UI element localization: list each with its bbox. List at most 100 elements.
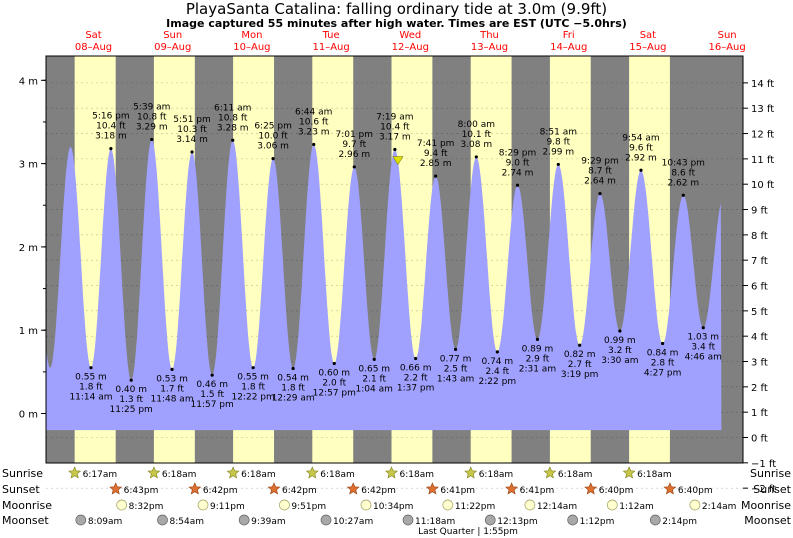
row-label-left: Sunset: [2, 483, 40, 496]
sunrise-icon: [226, 466, 240, 479]
high-tide-meters: 3.28 m: [217, 123, 249, 133]
moonset-icon: [320, 514, 332, 526]
right-axis-tick-label: 7 ft: [751, 256, 768, 267]
right-axis-tick-label: 2 ft: [751, 383, 768, 394]
moonset-icon: [157, 514, 168, 526]
sunrise-time: 6:18am: [320, 470, 355, 480]
row-label-right: Sunrise: [750, 467, 791, 480]
moon-phase-note: Last Quarter | 1:55pm: [418, 527, 518, 537]
day-of-week-label: Fri: [563, 30, 575, 41]
high-tide-point: [598, 191, 602, 196]
low-tide-feet: 1.8 ft: [241, 383, 265, 393]
low-tide-meters: 0.74 m: [481, 357, 513, 367]
date-label: 13–Aug: [471, 42, 508, 53]
moonrise-icon: [442, 499, 454, 511]
low-tide-point: [453, 347, 458, 351]
sunset-icon: [188, 482, 202, 495]
low-tide-point: [661, 341, 665, 346]
low-tide-point: [372, 357, 376, 361]
date-label: 08–Aug: [75, 42, 112, 53]
high-tide-meters: 2.64 m: [584, 177, 616, 187]
row-label-left: Moonset: [2, 514, 49, 527]
low-tide-feet: 2.5 ft: [444, 364, 468, 374]
sunrise-time: 6:18am: [637, 470, 672, 480]
moonset-time: 8:09am: [88, 517, 123, 527]
low-tide-meters: 0.89 m: [522, 344, 554, 354]
sunset-time: 6:40pm: [678, 486, 713, 496]
moonset-time: 2:14pm: [662, 517, 697, 527]
low-tide-time: 11:25 pm: [110, 405, 153, 415]
low-tide-point: [414, 356, 418, 361]
low-tide-time: 11:48 am: [151, 394, 194, 404]
day-of-week-label: Sun: [718, 30, 737, 41]
day-of-week-label: Sun: [163, 30, 182, 41]
right-axis-tick-label: 14 ft: [751, 79, 774, 90]
sun-moon-table: Sunrise Sunrise Sunset Sunset Moonrise Moonri…: [2, 466, 792, 537]
sunset-time: 6:40pm: [599, 486, 634, 496]
high-tide-time: 9:29 pm: [581, 157, 619, 167]
high-tide-point: [312, 142, 316, 147]
moonrise-time: 11:22pm: [455, 502, 495, 512]
high-tide-time: 7:41 pm: [417, 139, 455, 149]
low-tide-feet: 2.1 ft: [362, 374, 386, 384]
low-tide-meters: 0.40 m: [115, 385, 147, 395]
high-tide-point: [515, 183, 520, 187]
high-tide-meters: 2.85 m: [420, 159, 452, 169]
sunset-time: 6:41pm: [520, 486, 555, 496]
right-axis-tick-label: 13 ft: [751, 104, 774, 115]
chart-subtitle: Image captured 55 minutes after high wat…: [166, 17, 627, 30]
sunset-icon: [109, 482, 123, 495]
sunset-icon: [346, 482, 360, 495]
low-tide-point: [578, 343, 582, 347]
low-tide-feet: 3.4 ft: [691, 343, 715, 353]
sunrise-time: 6:17am: [83, 470, 118, 480]
low-tide-time: 4:46 am: [685, 353, 722, 363]
right-axis-tick-label: 4 ft: [751, 332, 768, 343]
high-tide-meters: 2.96 m: [338, 150, 370, 160]
plot-frame: [45, 55, 744, 464]
day-of-week-label: Tue: [322, 30, 340, 41]
moonset-time: 10:27am: [333, 517, 373, 527]
low-tide-meters: 0.55 m: [237, 373, 269, 383]
high-tide-meters: 2.92 m: [625, 153, 657, 163]
low-tide-time: 3:30 am: [601, 356, 638, 366]
low-tide-meters: 0.46 m: [196, 380, 228, 390]
sunset-icon: [425, 482, 439, 495]
low-tide-meters: 0.82 m: [564, 350, 596, 360]
high-tide-time: 6:25 pm: [254, 122, 292, 132]
sunset-time: 6:41pm: [440, 486, 475, 496]
low-tide-feet: 2.2 ft: [404, 374, 428, 384]
low-tide-time: 4:27 pm: [644, 369, 682, 379]
sunset-icon: [267, 482, 281, 495]
moonrise-icon: [524, 499, 536, 511]
high-tide-feet: 10.1 ft: [462, 130, 492, 140]
high-tide-feet: 9.0 ft: [506, 158, 530, 168]
high-tide-point: [556, 162, 560, 167]
low-tide-point: [210, 373, 214, 377]
low-tide-feet: 1.8 ft: [281, 384, 305, 394]
sunset-time: 6:42pm: [361, 486, 396, 496]
high-tide-time: 6:11 am: [214, 103, 251, 113]
tide-area: [46, 139, 722, 431]
moonset-time: 11:18am: [415, 517, 455, 527]
low-tide-meters: 0.65 m: [358, 364, 390, 374]
moonset-icon: [567, 514, 579, 526]
high-tide-time: 7:19 am: [376, 112, 413, 122]
moonrise-icon: [279, 499, 290, 511]
right-axis-tick-label: 1 ft: [751, 408, 768, 419]
low-tide-meters: 0.54 m: [277, 374, 309, 384]
high-tide-time: 5:39 am: [133, 102, 170, 112]
low-tide-meters: 0.99 m: [604, 336, 636, 346]
low-tide-feet: 2.4 ft: [485, 367, 509, 377]
moonset-time: 1:12pm: [580, 517, 615, 527]
high-tide-meters: 3.23 m: [298, 127, 330, 137]
low-tide-point: [291, 366, 295, 371]
row-label-left: Moonrise: [2, 499, 52, 512]
moonset-time: 8:54am: [169, 517, 204, 527]
moonset-time: 9:39am: [251, 517, 285, 527]
low-tide-point: [495, 350, 499, 354]
low-tide-meters: 1.03 m: [687, 333, 719, 343]
low-tide-feet: 2.0 ft: [322, 379, 346, 389]
